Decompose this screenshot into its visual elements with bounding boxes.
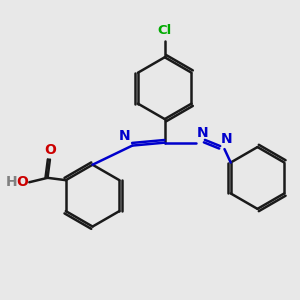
Text: H: H [5,175,17,189]
Text: Cl: Cl [158,24,172,37]
Text: O: O [44,143,56,157]
Text: N: N [119,129,131,143]
Text: N: N [197,126,208,140]
Text: N: N [220,132,232,145]
Text: O: O [16,175,28,189]
